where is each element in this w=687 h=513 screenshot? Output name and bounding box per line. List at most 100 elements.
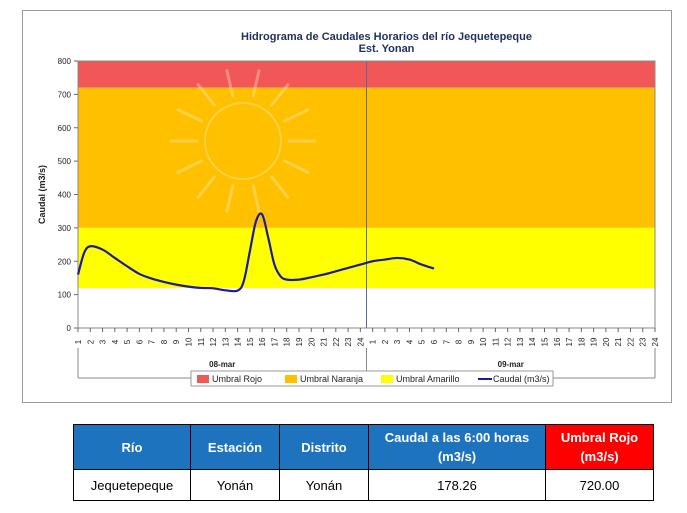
chart-subtitle: Est. Yonan <box>359 43 415 55</box>
x-tick-label: 18 <box>577 337 586 346</box>
x-tick-label: 13 <box>221 337 230 346</box>
sun-watermark-icon <box>169 69 317 213</box>
x-tick-label: 2 <box>381 339 390 344</box>
x-tick-label: 8 <box>160 339 169 344</box>
header-umbral-line1: Umbral Rojo <box>560 430 639 445</box>
cell-estacion: Yonán <box>190 469 280 501</box>
x-tick-label: 21 <box>614 337 623 346</box>
y-axis-label: Caudal (m3/s) <box>37 165 47 224</box>
x-tick-label: 19 <box>295 337 304 346</box>
series-line-caudal <box>76 212 435 293</box>
y-tick-label: 400 <box>58 191 72 200</box>
x-tick-label: 4 <box>405 339 414 344</box>
legend-label: Umbral Rojo <box>212 374 262 384</box>
x-tick-label: 5 <box>418 339 427 344</box>
x-tick-label: 16 <box>258 337 267 346</box>
x-tick-label: 11 <box>491 337 500 346</box>
x-tick-label: 9 <box>467 339 476 344</box>
x-tick-label: 15 <box>541 337 550 346</box>
header-estacion: Estación <box>190 424 280 470</box>
x-tick-label: 3 <box>393 339 402 344</box>
x-tick-label: 6 <box>135 339 144 344</box>
x-tick-label: 20 <box>307 337 316 346</box>
y-tick-label: 200 <box>58 257 72 266</box>
header-caudal: Caudal a las 6:00 horas (m3/s) <box>368 424 546 470</box>
y-tick-label: 700 <box>58 90 72 99</box>
legend-swatch <box>381 375 393 383</box>
x-tick-label: 7 <box>442 339 451 344</box>
x-tick-label: 14 <box>528 337 537 346</box>
legend-swatch <box>197 375 209 383</box>
plot-border <box>77 60 656 329</box>
x-tick-label: 13 <box>516 337 525 346</box>
y-tick-label: 0 <box>67 324 72 333</box>
sun-ray <box>196 83 216 107</box>
x-tick-label: 18 <box>283 337 292 346</box>
sun-ray <box>176 159 204 174</box>
cell-caudal: 178.26 <box>368 469 546 501</box>
x-tick-label: 7 <box>148 339 157 344</box>
header-caudal-line2: (m3/s) <box>437 449 477 464</box>
x-tick-label: 4 <box>111 339 120 344</box>
x-tick-label: 9 <box>172 339 181 344</box>
y-tick-label: 600 <box>58 124 72 133</box>
y-tick-label: 500 <box>58 157 72 166</box>
cell-distrito: Yonán <box>279 469 369 501</box>
x-tick-label: 1 <box>369 339 378 344</box>
chart-title: Hidrograma de Caudales Horarios del río … <box>241 31 532 43</box>
table-row: Jequetepeque Yonán Yonán 178.26 720.00 <box>73 469 654 501</box>
x-tick-label: 11 <box>197 337 206 346</box>
x-tick-label: 2 <box>86 339 95 344</box>
x-tick-label: 23 <box>344 337 353 346</box>
x-group-label: 08-mar <box>209 360 235 369</box>
x-tick-label: 16 <box>553 337 562 346</box>
sun-ray <box>225 184 235 213</box>
sun-ray <box>176 108 204 123</box>
x-tick-label: 10 <box>184 337 193 346</box>
legend-label: Umbral Naranja <box>300 374 363 384</box>
y-tick-label: 100 <box>58 291 72 300</box>
sun-ray <box>225 69 235 98</box>
legend-label: Umbral Amarillo <box>396 374 460 384</box>
x-tick-label: 17 <box>270 337 279 346</box>
x-tick-label: 20 <box>602 337 611 346</box>
x-tick-label: 23 <box>639 337 648 346</box>
x-tick-label: 1 <box>74 339 83 344</box>
x-tick-label: 12 <box>504 337 513 346</box>
sun-ray <box>251 184 261 213</box>
table-header-row: Río Estación Distrito Caudal a las 6:00 … <box>73 424 654 470</box>
header-umbral-rojo: Umbral Rojo (m3/s) <box>545 424 654 470</box>
legend-swatch <box>285 375 297 383</box>
header-rio: Río <box>73 424 191 470</box>
legend-box <box>190 370 554 387</box>
chart-frame: Hidrograma de Caudales Horarios del río … <box>22 10 672 403</box>
x-tick-label: 15 <box>246 337 255 346</box>
x-tick-label: 22 <box>626 337 635 346</box>
station-info-table: Río Estación Distrito Caudal a las 6:00 … <box>73 424 654 501</box>
header-umbral-line2: (m3/s) <box>580 449 619 464</box>
x-group-label: 09-mar <box>498 360 524 369</box>
hydrograph-chart: Hidrograma de Caudales Horarios del río … <box>37 31 660 387</box>
x-tick-label: 24 <box>356 337 365 346</box>
sun-ray <box>196 175 216 199</box>
cell-umbral: 720.00 <box>545 469 654 501</box>
x-tick-label: 8 <box>455 339 464 344</box>
y-tick-label: 800 <box>58 57 72 66</box>
x-tick-label: 6 <box>430 339 439 344</box>
x-tick-label: 24 <box>651 337 660 346</box>
x-tick-label: 14 <box>234 337 243 346</box>
x-tick-label: 5 <box>123 339 132 344</box>
sun-ray <box>270 175 290 199</box>
header-caudal-line1: Caudal a las 6:00 horas <box>384 430 530 445</box>
x-tick-label: 12 <box>209 337 218 346</box>
y-tick-label: 300 <box>58 224 72 233</box>
sun-ray <box>282 108 310 123</box>
x-tick-label: 10 <box>479 337 488 346</box>
x-tick-label: 17 <box>565 337 574 346</box>
sun-core <box>204 102 282 180</box>
x-tick-label: 19 <box>590 337 599 346</box>
legend-label: Caudal (m3/s) <box>493 374 550 384</box>
x-tick-label: 3 <box>99 339 108 344</box>
x-tick-label: 21 <box>320 337 329 346</box>
x-tick-label: 22 <box>332 337 341 346</box>
